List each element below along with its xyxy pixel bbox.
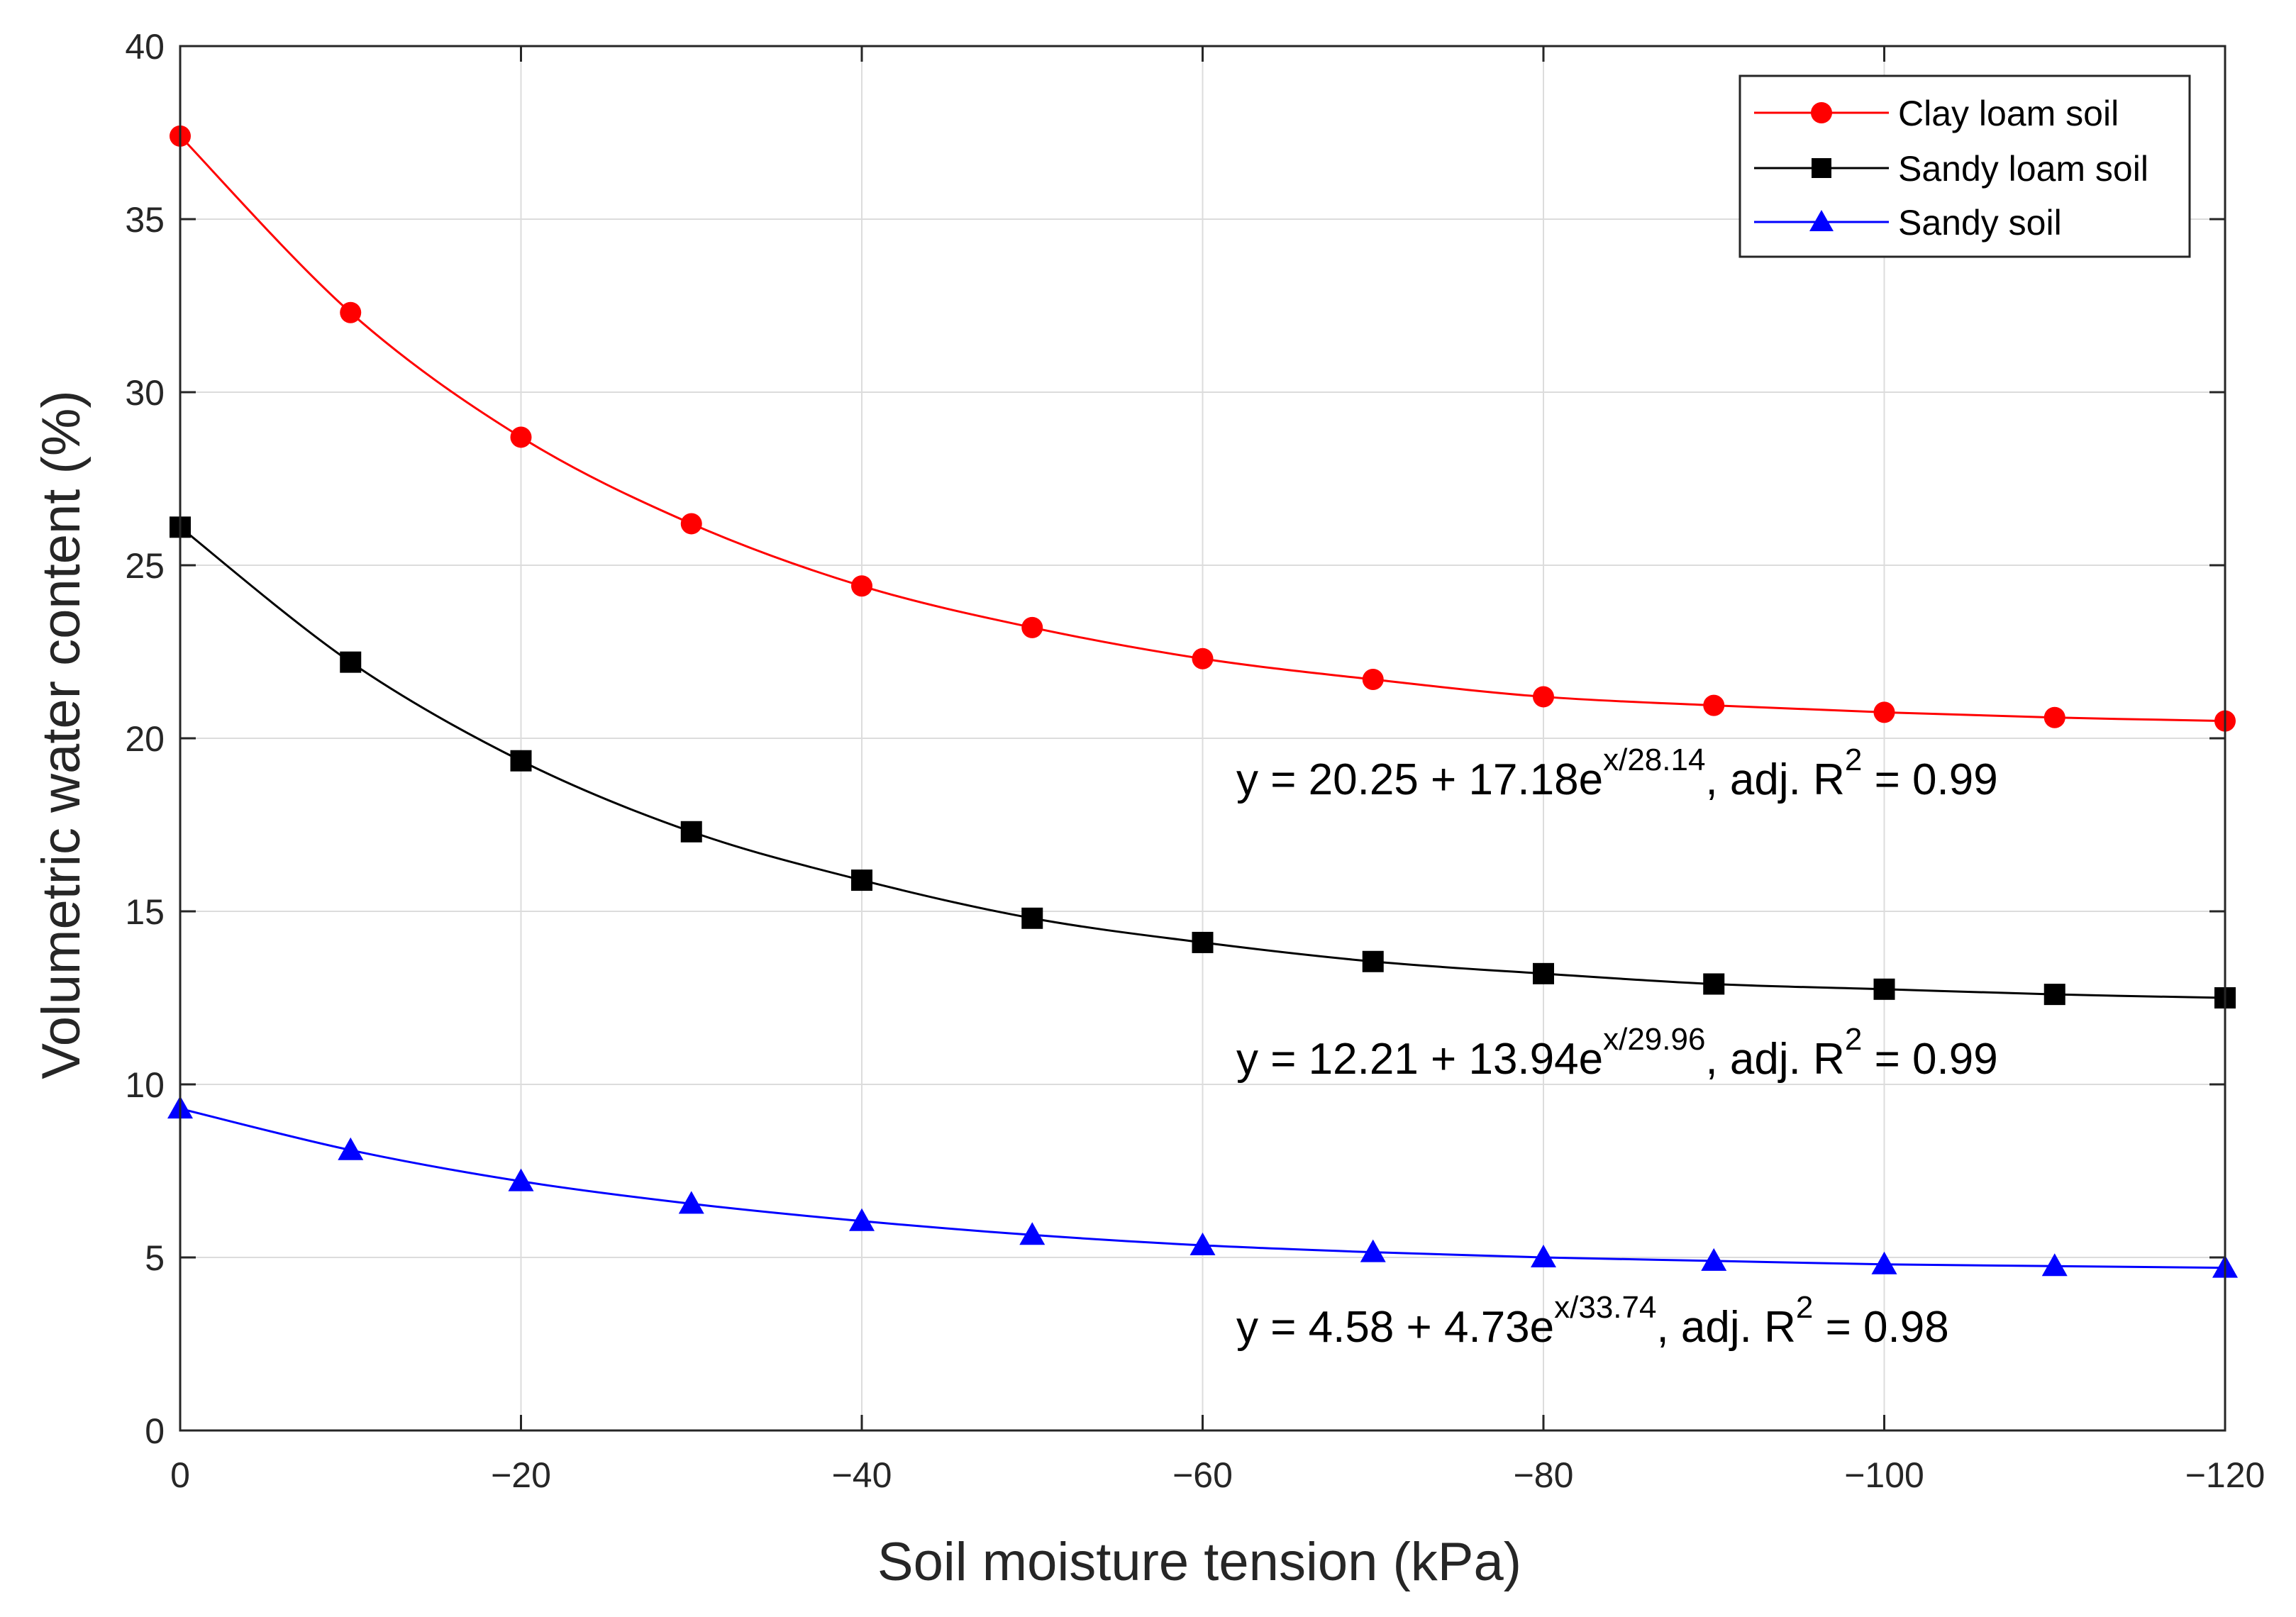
data-point-sandy-soil (338, 1137, 364, 1160)
data-point-sandy-soil (1531, 1245, 1556, 1267)
data-point-sandy-soil (2041, 1253, 2068, 1277)
data-point-clay-loam-soil (680, 513, 702, 535)
equation-sandy-loam-r-squared-exponent: 2 (1845, 1022, 1862, 1057)
equation-clay-loam-r-squared: = 0.99 (1862, 755, 1997, 804)
data-point-clay-loam-soil (2043, 706, 2065, 728)
x-axis-title: Soil moisture tension (kPa) (877, 1532, 1521, 1592)
data-point-clay-loam-soil (1533, 686, 1554, 708)
y-tick-label: 0 (145, 1411, 165, 1451)
y-axis-ticks: 0 5 10 15 20 25 30 35 40 (125, 27, 2225, 1451)
equation-sandy-r-squared-exponent: 2 (1796, 1290, 1813, 1325)
data-point-clay-loam-soil (1192, 648, 1214, 669)
data-point-sandy-soil (678, 1191, 704, 1214)
data-point-clay-loam-soil (1021, 616, 1043, 638)
data-point-sandy-loam-soil (1021, 907, 1043, 929)
y-tick-label: 40 (125, 27, 165, 67)
legend-label-sandy: Sandy soil (1898, 203, 2062, 243)
legend-label-sandy-loam: Sandy loam soil (1898, 149, 2148, 189)
equation-clay-loam-mid: , adj. R (1705, 755, 1844, 804)
x-tick-label: −40 (832, 1455, 892, 1495)
data-point-clay-loam-soil (510, 426, 532, 448)
equation-sandy-loam-mid: , adj. R (1705, 1035, 1844, 1084)
data-point-sandy-loam-soil (851, 869, 872, 891)
data-point-sandy-soil (1189, 1232, 1216, 1255)
equation-sandy-loam-r-squared: = 0.99 (1862, 1035, 1997, 1084)
data-point-sandy-loam-soil (1873, 978, 1895, 1000)
legend-marker-sandy (1809, 210, 1834, 231)
series-sandy-soil (167, 1096, 2238, 1278)
data-point-clay-loam-soil (1873, 701, 1895, 723)
legend-marker-sandy-loam (1812, 158, 1831, 178)
data-point-sandy-loam-soil (510, 750, 532, 772)
y-axis-title: Volumetric water content (%) (31, 390, 91, 1079)
equation-clay-loam-base: y = 20.25 + 17.18e (1236, 755, 1603, 804)
data-point-sandy-loam-soil (340, 651, 362, 673)
x-tick-label: −100 (1844, 1455, 1924, 1495)
legend: Clay loam soil Sandy loam soil Sandy soi… (1738, 74, 2191, 258)
equation-sandy-r-squared: = 0.98 (1813, 1303, 1948, 1352)
plot-frame (179, 45, 2226, 1432)
series-clay-loam-soil (170, 125, 2236, 732)
data-point-clay-loam-soil (851, 575, 872, 597)
y-tick-label: 10 (125, 1065, 165, 1105)
equation-clay-loam-exponent: x/28.14 (1603, 743, 1705, 777)
x-tick-label: −80 (1514, 1455, 1574, 1495)
y-tick-label: 30 (125, 373, 165, 413)
series-sandy-loam-soil (170, 516, 2236, 1008)
legend-item-sandy: Sandy soil (1754, 203, 2062, 243)
x-tick-label: −60 (1172, 1455, 1233, 1495)
data-point-sandy-loam-soil (1192, 931, 1214, 953)
x-tick-label: 0 (170, 1455, 190, 1495)
equation-clay-loam-r-squared-exponent: 2 (1845, 743, 1862, 777)
data-point-sandy-soil (1360, 1239, 1386, 1262)
data-point-sandy-soil (1019, 1222, 1046, 1245)
y-tick-label: 25 (125, 546, 165, 586)
legend-item-clay-loam: Clay loam soil (1754, 94, 2119, 133)
data-point-sandy-loam-soil (680, 821, 702, 843)
data-point-clay-loam-soil (1703, 694, 1725, 716)
data-point-sandy-loam-soil (1533, 962, 1554, 984)
y-tick-label: 15 (125, 892, 165, 932)
equation-sandy-loam: y = 12.21 + 13.94ex/29.96, adj. R2 = 0.9… (1236, 1022, 1998, 1084)
legend-label-clay-loam: Clay loam soil (1898, 94, 2119, 133)
data-point-sandy-loam-soil (1703, 973, 1725, 995)
data-point-sandy-loam-soil (2043, 984, 2065, 1006)
data-point-sandy-soil (1871, 1251, 1897, 1274)
equation-sandy-loam-exponent: x/29.96 (1603, 1022, 1705, 1057)
data-point-clay-loam-soil (1362, 669, 1384, 691)
series-layer (167, 125, 2238, 1278)
fit-equations: y = 20.25 + 17.18ex/28.14, adj. R2 = 0.9… (1236, 743, 1998, 1352)
x-tick-label: −20 (491, 1455, 551, 1495)
data-point-sandy-loam-soil (1362, 950, 1384, 972)
x-axis-ticks: 0 −20 −40 −60 −80 −100 −120 (170, 46, 2265, 1495)
data-point-sandy-soil (508, 1168, 534, 1191)
equation-clay-loam: y = 20.25 + 17.18ex/28.14, adj. R2 = 0.9… (1236, 743, 1998, 804)
data-point-clay-loam-soil (340, 301, 362, 323)
equation-sandy-mid: , adj. R (1656, 1303, 1795, 1352)
equation-sandy-loam-base: y = 12.21 + 13.94e (1236, 1035, 1603, 1084)
legend-item-sandy-loam: Sandy loam soil (1754, 149, 2148, 189)
x-tick-label: −120 (2185, 1455, 2266, 1495)
equation-sandy-base: y = 4.58 + 4.73e (1236, 1303, 1554, 1352)
equation-sandy-exponent: x/33.74 (1554, 1290, 1656, 1325)
legend-marker-clay-loam (1811, 102, 1832, 123)
data-point-sandy-soil (1701, 1248, 1727, 1271)
y-tick-label: 35 (125, 200, 165, 240)
data-point-sandy-soil (849, 1208, 875, 1231)
equation-sandy: y = 4.58 + 4.73ex/33.74, adj. R2 = 0.98 (1236, 1290, 1949, 1352)
y-tick-label: 20 (125, 719, 165, 759)
y-tick-label: 5 (145, 1238, 165, 1278)
